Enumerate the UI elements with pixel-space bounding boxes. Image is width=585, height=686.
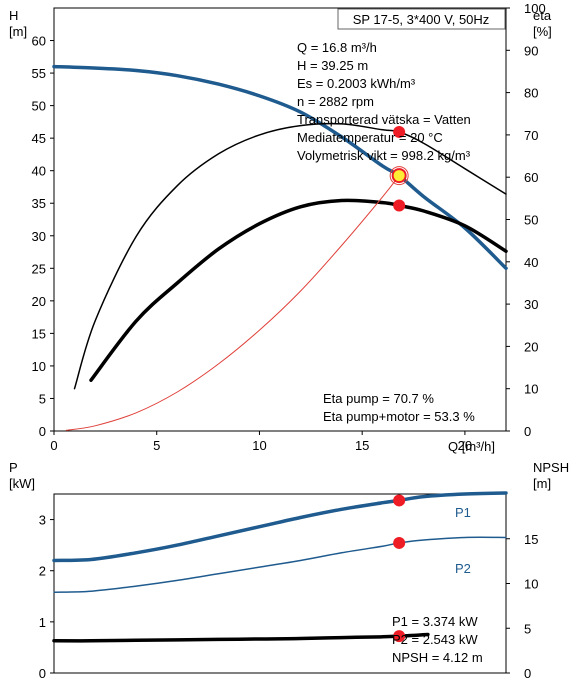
top-series-thin-red-line	[65, 175, 400, 431]
bottom-left-tick-label: 0	[39, 666, 46, 681]
bottom-left-tick-label: 1	[39, 615, 46, 630]
top-right-tick-label: 10	[524, 382, 538, 397]
p2-series-label: P2	[455, 561, 471, 576]
bottom-series-p1-line	[52, 491, 508, 563]
top-left-tick-label: 40	[32, 164, 46, 179]
top-left-tick-label: 0	[39, 424, 46, 439]
top-x-tick-label: 20	[458, 438, 472, 453]
info-es: Es = 0.2003 kWh/m³	[297, 76, 416, 91]
eta-pump-motor: Eta pump+motor = 53.3 %	[323, 409, 475, 424]
p1-series-label: P1	[455, 505, 471, 520]
top-left-tick-label: 30	[32, 229, 46, 244]
top-right-tick-label: 70	[524, 128, 538, 143]
top-plot-frame	[53, 7, 507, 432]
top-x-axis-label: Q [m³/h]	[448, 439, 495, 454]
bottom-left-tick-label: 3	[39, 513, 46, 528]
bottom-left-axis-label-line1: P	[9, 460, 18, 475]
top-right-tick-label: 80	[524, 86, 538, 101]
info-p2: P2 = 2.543 kW	[392, 632, 478, 647]
top-left-axis-label-line1: H	[9, 8, 18, 23]
bottom-operating-point	[393, 494, 406, 507]
top-right-tick-label: 40	[524, 255, 538, 270]
top-right-tick-label: 30	[524, 297, 538, 312]
bottom-grid	[50, 519, 510, 674]
bottom-right-tick-label: 0	[524, 666, 531, 681]
top-right-tick-label: 60	[524, 170, 538, 185]
title-box	[337, 8, 506, 30]
top-series-thin-black-line	[73, 122, 507, 390]
bottom-series	[52, 491, 508, 643]
bottom-series-npsh-line	[52, 632, 430, 643]
operating-info: Q = 16.8 m³/h H = 39.25 m Es = 0.2003 kW…	[297, 40, 471, 163]
top-operating-point	[393, 125, 406, 138]
top-left-tick-label: 5	[39, 391, 46, 406]
top-x-tick-label: 10	[252, 438, 266, 453]
bottom-right-tick-label: 10	[524, 577, 538, 592]
info-p1: P1 = 3.374 kW	[392, 614, 478, 629]
bottom-right-tick-label: 5	[524, 621, 531, 636]
top-left-tick-label: 45	[32, 131, 46, 146]
top-right-axis-label-line2: [%]	[533, 24, 552, 39]
top-x-tick-label: 5	[153, 438, 160, 453]
top-right-tick-label: 20	[524, 339, 538, 354]
top-series-thick-black-line	[89, 198, 508, 382]
bottom-operating-point	[393, 630, 406, 643]
top-right-tick-label: 0	[524, 424, 531, 439]
info-h: H = 39.25 m	[297, 58, 368, 73]
top-duty-point-halo	[389, 166, 409, 186]
top-x-tick-label: 0	[50, 438, 57, 453]
info-liquid: Transporterad vätska = Vatten	[297, 112, 471, 127]
top-left-tick-label: 50	[32, 99, 46, 114]
top-right-axis-label-line1: eta	[533, 8, 552, 23]
info-q: Q = 16.8 m³/h	[297, 40, 377, 55]
top-points	[389, 125, 409, 212]
info-n: n = 2882 rpm	[297, 94, 374, 109]
top-left-tick-label: 55	[32, 66, 46, 81]
top-duty-point	[391, 168, 407, 184]
top-series-thick-blue-line	[52, 64, 508, 271]
top-operating-point	[393, 199, 406, 212]
bottom-points	[393, 494, 406, 643]
bottom-right-axis-label-line2: [m]	[533, 476, 551, 491]
info-density: Volymetrisk vikt = 998.2 kg/m³	[297, 148, 471, 163]
info-temperature: Mediatemperatur = 20 °C	[297, 130, 443, 145]
top-left-tick-label: 20	[32, 294, 46, 309]
top-left-tick-label: 15	[32, 326, 46, 341]
bottom-left-axis-label-line2: [kW]	[9, 476, 35, 491]
top-left-tick-label: 60	[32, 34, 46, 49]
bottom-right-axis-label-line1: NPSH	[533, 460, 569, 475]
top-series	[52, 64, 508, 431]
top-x-tick-label: 15	[355, 438, 369, 453]
info-npsh: NPSH = 4.12 m	[392, 650, 483, 665]
top-right-tick-label: 90	[524, 43, 538, 58]
top-tick-labels: 0510152025303540455055600102030405060708…	[32, 1, 546, 453]
top-left-tick-label: 10	[32, 359, 46, 374]
bottom-right-tick-label: 15	[524, 532, 538, 547]
top-left-tick-label: 25	[32, 261, 46, 276]
bottom-operating-point	[393, 536, 406, 549]
top-right-tick-label: 100	[524, 1, 546, 16]
top-grid	[50, 7, 510, 435]
top-left-axis-label-line2: [m]	[9, 24, 27, 39]
bottom-tick-labels: 0 1 2 3 0 5 10 15	[39, 513, 539, 681]
bottom-series-p2-line	[53, 536, 507, 593]
bottom-left-tick-label: 2	[39, 564, 46, 579]
top-left-tick-label: 35	[32, 196, 46, 211]
chart-title: SP 17-5, 3*400 V, 50Hz	[353, 12, 490, 27]
top-right-tick-label: 50	[524, 213, 538, 228]
eta-pump: Eta pump = 70.7 %	[323, 391, 434, 406]
